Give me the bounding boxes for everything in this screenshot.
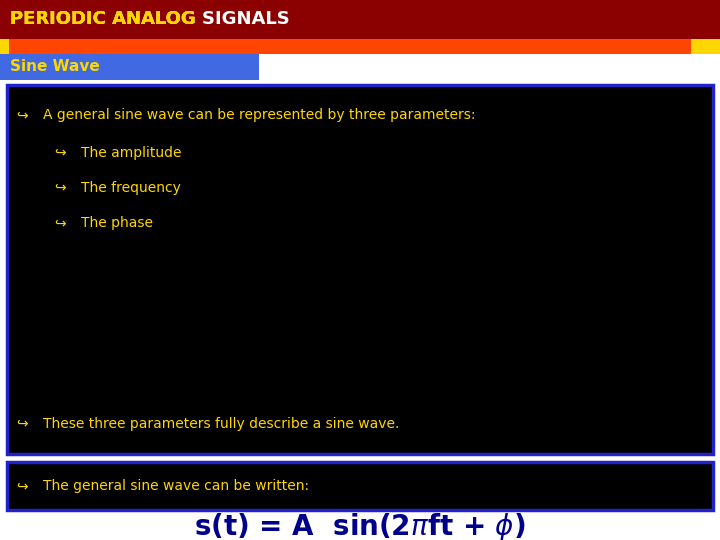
- FancyBboxPatch shape: [0, 39, 9, 54]
- Text: ↪: ↪: [16, 479, 27, 493]
- FancyBboxPatch shape: [7, 462, 713, 510]
- Text: The general sine wave can be written:: The general sine wave can be written:: [43, 479, 310, 493]
- Text: These three parameters fully describe a sine wave.: These three parameters fully describe a …: [43, 417, 400, 431]
- Text: A general sine wave can be represented by three parameters:: A general sine wave can be represented b…: [43, 108, 476, 122]
- Text: Sine Wave: Sine Wave: [10, 59, 100, 75]
- Text: ↪: ↪: [16, 417, 27, 431]
- FancyBboxPatch shape: [7, 85, 713, 454]
- Text: ↪: ↪: [16, 108, 27, 122]
- FancyBboxPatch shape: [0, 39, 691, 54]
- Text: PERIODIC ANALOG: PERIODIC ANALOG: [10, 10, 196, 29]
- Text: The amplitude: The amplitude: [81, 146, 182, 160]
- Text: ↪: ↪: [54, 146, 66, 160]
- Text: The phase: The phase: [81, 216, 153, 230]
- Text: ↪: ↪: [54, 181, 66, 195]
- Text: PERIODIC ANALOG: PERIODIC ANALOG: [10, 10, 196, 29]
- Text: ↪: ↪: [54, 216, 66, 230]
- Text: The frequency: The frequency: [81, 181, 181, 195]
- FancyBboxPatch shape: [0, 0, 720, 39]
- FancyBboxPatch shape: [0, 54, 259, 80]
- Text: PERIODIC ANALOG SIGNALS: PERIODIC ANALOG SIGNALS: [10, 10, 290, 29]
- Text: s(t) = A  sin(2$\pi$ft + $\phi$): s(t) = A sin(2$\pi$ft + $\phi$): [194, 511, 526, 540]
- FancyBboxPatch shape: [691, 39, 720, 54]
